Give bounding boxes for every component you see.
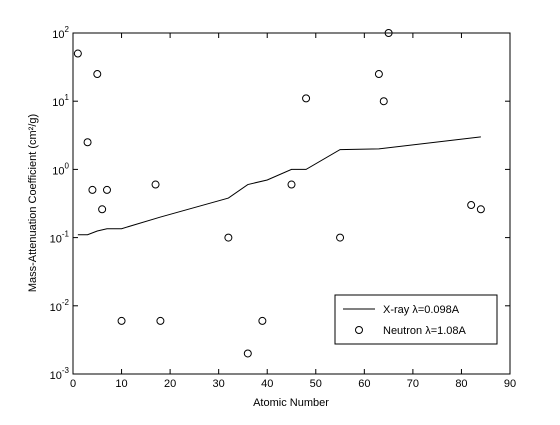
y-tick-label: 100 [52,161,69,177]
neutron-point [224,233,233,242]
y-tick-label: 102 [52,25,69,41]
neutron-point [287,180,296,189]
neutron-point [156,316,165,325]
x-tick-label: 60 [358,378,370,390]
neutron-point [384,29,393,37]
neutron-point [73,49,82,58]
legend-label: Neutron λ=1.08A [383,325,467,337]
neutron-point [258,316,267,325]
neutron-point [151,180,160,189]
y-tick-label: 10-1 [50,230,70,246]
legend-box [334,294,498,345]
y-tick-label: 101 [52,93,69,109]
neutron-point [117,316,126,325]
x-tick-label: 30 [213,378,225,390]
neutron-point [467,201,476,210]
neutron-point [98,205,107,214]
neutron-point [336,233,345,242]
neutron-point [476,205,485,214]
x-axis-label: Atomic Number [253,397,329,409]
y-tick-label: 10-3 [50,366,70,382]
x-tick-label: 20 [164,378,176,390]
x-tick-label: 50 [310,378,322,390]
x-tick-label: 10 [115,378,127,390]
neutron-point [102,185,111,194]
legend-swatch [355,326,363,334]
xray-line [77,136,481,236]
y-axis-label: Mass-Attenuation Coefficient (cm²/g) [27,114,39,292]
neutron-point [374,70,383,79]
neutron-point [93,70,102,79]
legend-label: X-ray λ=0.098A [383,304,460,316]
x-tick-label: 70 [407,378,419,390]
neutron-point [379,97,388,106]
neutron-point [243,349,252,358]
x-tick-label: 40 [261,378,273,390]
y-tick-label: 10-2 [50,298,70,314]
neutron-point [83,138,92,147]
neutron-point [302,94,311,103]
neutron-point [88,185,97,194]
x-tick-label: 0 [70,378,76,390]
x-tick-label: 90 [504,378,516,390]
x-tick-label: 80 [455,378,467,390]
